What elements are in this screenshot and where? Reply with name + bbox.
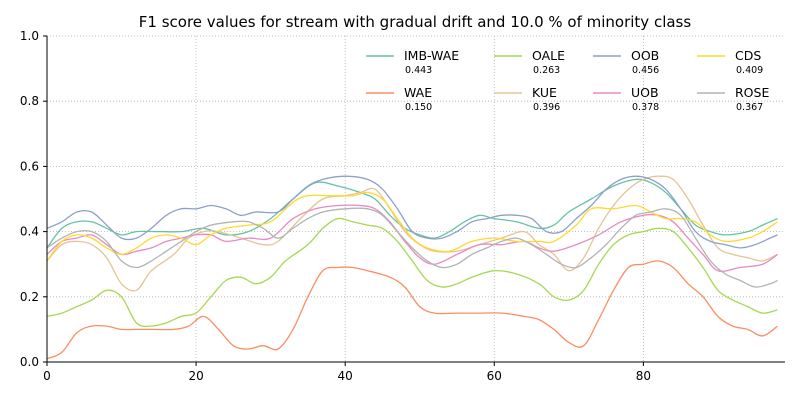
x-tick-label: 40 <box>338 369 353 383</box>
y-tick-label: 0.8 <box>20 94 39 108</box>
legend-item-uob: UOB 0.378 <box>593 85 659 113</box>
series-line-rose <box>46 207 778 288</box>
x-tick-label: 0 <box>43 369 51 383</box>
legend-label: OALE <box>532 48 565 63</box>
legend-label: WAE <box>404 85 432 100</box>
legend-score: 0.263 <box>533 65 560 76</box>
series-lines <box>46 175 778 360</box>
legend: IMB-WAE 0.443 WAE 0.150 OALE 0.263 KUE 0.396 OOB… <box>366 48 769 113</box>
legend-item-rose: ROSE 0.367 <box>697 85 769 113</box>
legend-label: KUE <box>532 85 557 100</box>
legend-item-wae: WAE 0.150 <box>366 85 432 113</box>
legend-score: 0.443 <box>405 65 432 76</box>
chart-title: F1 score values for stream with gradual … <box>139 13 692 31</box>
legend-label: UOB <box>631 85 659 100</box>
series-line-imb-wae <box>46 178 778 249</box>
y-tick-label: 1.0 <box>20 29 39 43</box>
series-line-cds <box>46 191 778 262</box>
legend-label: OOB <box>631 48 659 63</box>
y-tick-label: 0.2 <box>20 290 39 304</box>
legend-item-imb-wae: IMB-WAE 0.443 <box>366 48 459 76</box>
legend-score: 0.396 <box>533 102 560 113</box>
series-line-kue <box>46 175 778 292</box>
legend-label: CDS <box>735 48 761 63</box>
x-tick-label: 20 <box>188 369 203 383</box>
legend-item-kue: KUE 0.396 <box>494 85 560 113</box>
x-tick-label: 60 <box>487 369 502 383</box>
legend-label: IMB-WAE <box>404 48 459 63</box>
y-tick-label: 0.4 <box>20 225 39 239</box>
legend-item-cds: CDS 0.409 <box>697 48 763 76</box>
series-line-oale <box>46 217 778 328</box>
legend-label: ROSE <box>735 85 769 100</box>
legend-score: 0.150 <box>405 102 432 113</box>
legend-score: 0.456 <box>632 65 659 76</box>
legend-item-oale: OALE 0.263 <box>494 48 565 76</box>
series-line-wae <box>46 260 778 360</box>
legend-item-oob: OOB 0.456 <box>593 48 659 76</box>
tick-labels: 0 20 40 60 80 0.0 0.2 0.4 0.6 0.8 1.0 <box>20 29 651 383</box>
legend-score: 0.378 <box>632 102 659 113</box>
y-tick-label: 0.0 <box>20 355 39 369</box>
series-line-oob <box>46 175 778 249</box>
legend-score: 0.409 <box>736 65 763 76</box>
legend-score: 0.367 <box>736 102 763 113</box>
x-tick-label: 80 <box>636 369 651 383</box>
axes <box>43 35 785 366</box>
y-tick-label: 0.6 <box>20 159 39 173</box>
